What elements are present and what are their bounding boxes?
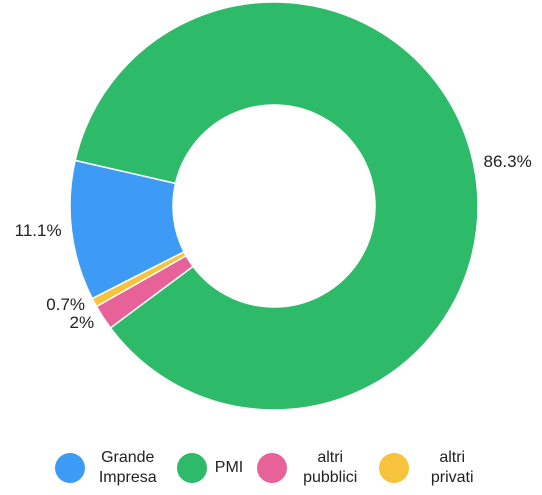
- legend-label: altri privati: [430, 448, 474, 486]
- data-label: 0.7%: [46, 295, 85, 314]
- data-label: 2%: [70, 313, 95, 332]
- slice: [74, 1, 479, 411]
- legend-label: Grande Impresa: [98, 448, 157, 486]
- data-label: 86.3%: [483, 152, 531, 171]
- legend-label: PMI: [214, 458, 244, 476]
- legend-label: altri pubblici: [303, 448, 358, 486]
- legend-item: Grande Impresa: [54, 448, 163, 488]
- legend-swatch: [54, 452, 85, 483]
- legend-item: PMI: [176, 452, 244, 483]
- legend-item: altri pubblici: [257, 448, 365, 488]
- legend-item: altri privati: [379, 448, 487, 488]
- slice: [91, 250, 188, 308]
- legend: Grande Impresa PMI altri pubblici altri pri…: [0, 440, 542, 495]
- legend-swatch: [379, 452, 410, 483]
- legend-swatch: [257, 452, 288, 483]
- chart: 86.3% 11.1% 0.7%2%: [15, 1, 532, 411]
- data-label: 11.1%: [15, 221, 62, 240]
- legend-swatch: [176, 452, 207, 483]
